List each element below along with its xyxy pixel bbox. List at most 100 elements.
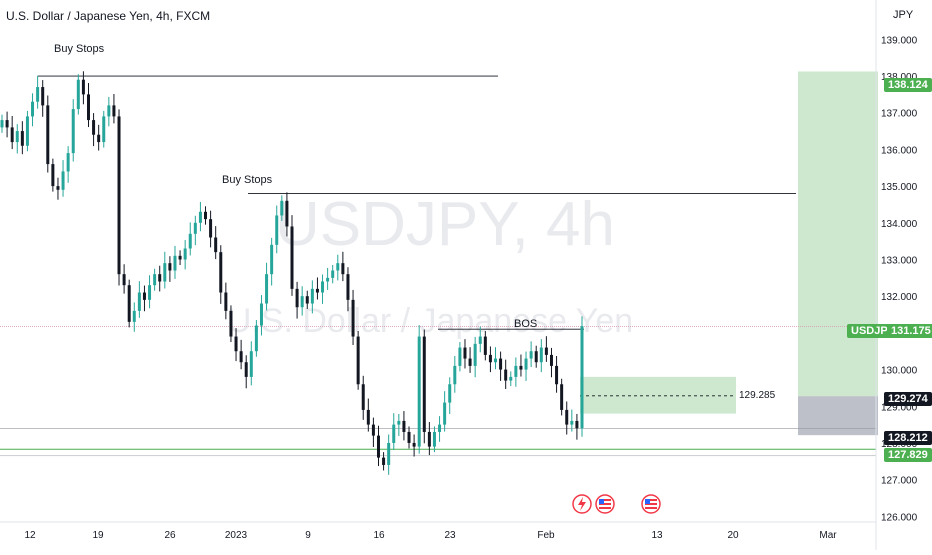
candle-body (204, 211, 208, 220)
support-price-badge[interactable]: 127.829 (884, 448, 932, 462)
y-tick-label: 130.000 (881, 366, 918, 377)
candle-body (356, 336, 360, 385)
candle-body (107, 105, 111, 117)
candle-body (331, 270, 335, 278)
candle-body (122, 274, 126, 286)
watermark-name: U.S. Dollar / Japanese Yen (227, 302, 633, 340)
candle-body (310, 288, 314, 304)
candle-body (224, 292, 228, 311)
candle-body (0, 120, 4, 128)
candle-body (66, 153, 70, 172)
candles (0, 71, 584, 475)
candle-body (326, 277, 330, 282)
current-price-badge[interactable]: 131.175 (887, 324, 932, 338)
candle-body (422, 336, 426, 432)
candle-body (97, 134, 101, 143)
zone-stop (798, 396, 878, 436)
candle-body (270, 244, 274, 275)
candle-body (539, 347, 543, 363)
target-price-badge[interactable]: 138.124 (884, 78, 932, 92)
candle-body (514, 365, 518, 377)
candle-body (458, 347, 462, 366)
candle-body (494, 358, 498, 363)
chart-title: U.S. Dollar / Japanese Yen, 4h, FXCM (6, 9, 211, 23)
candle-body (549, 354, 553, 366)
candle-body (483, 336, 487, 355)
candle-body (36, 87, 40, 102)
candle-body (15, 131, 19, 143)
x-tick-label: 13 (651, 530, 663, 541)
candle-body (361, 384, 365, 410)
candle-body (209, 219, 213, 238)
candle-body (173, 255, 177, 271)
candle-body (570, 420, 574, 425)
candle-body (412, 442, 416, 447)
candle-body (321, 281, 325, 293)
candle-body (463, 347, 467, 359)
lightning-icon[interactable] (572, 494, 592, 514)
y-tick-label: 139.000 (881, 35, 918, 46)
candle-body (580, 326, 584, 429)
x-axis[interactable]: 12 19 26 2023 9 16 23 Feb 13 20 Mar (0, 521, 876, 541)
y-tick-label: 138.000 (881, 72, 918, 83)
candle-body (112, 105, 116, 117)
y-tick-label: 134.000 (881, 219, 918, 230)
zone-demand (580, 376, 736, 414)
watermark: USDJPY, 4h U.S. Dollar / Japanese Yen (227, 190, 633, 340)
candle-body (81, 79, 85, 95)
candle-body (46, 105, 50, 165)
candle-body (219, 252, 223, 293)
candle-body (499, 358, 503, 370)
candle-body (336, 263, 340, 271)
x-tick-label: 9 (305, 530, 311, 541)
entry-price-badge[interactable]: 129.274 (884, 392, 932, 406)
candle-body (473, 343, 477, 366)
candle-body (468, 358, 472, 366)
watermark-symbol: USDJPY, 4h (275, 190, 615, 259)
bos-label: BOS (514, 318, 537, 330)
candle-body (300, 296, 304, 308)
candle-body (10, 127, 14, 143)
candle-body (544, 347, 548, 355)
candle-body (148, 285, 152, 300)
candle-body (214, 237, 218, 253)
zone-target (798, 71, 878, 397)
candle-body (198, 211, 202, 223)
candle-body (259, 303, 263, 326)
zone-mid-label: 129.285 (739, 390, 776, 401)
candle-body (244, 362, 248, 377)
candle-body (178, 255, 182, 260)
candle-body (71, 109, 75, 154)
buy-stops-label-2: Buy Stops (222, 174, 273, 186)
us-flag-icon[interactable] (641, 494, 661, 514)
candle-body (132, 310, 136, 322)
us-flag-icon[interactable] (595, 494, 615, 514)
x-tick-label: 12 (24, 530, 36, 541)
symbol-tag-badge[interactable]: USDJPY (847, 324, 900, 338)
stop-price-badge[interactable]: 128.212 (884, 431, 932, 445)
y-tick-label: 133.000 (881, 255, 918, 266)
candle-body (402, 420, 406, 432)
candle-body (183, 248, 187, 260)
candle-body (193, 222, 197, 234)
x-tick-label: 20 (727, 530, 739, 541)
currency-label: JPY (893, 9, 914, 21)
candle-body (61, 171, 65, 190)
candle-body (229, 310, 233, 337)
candle-body (427, 431, 431, 447)
candle-body (529, 351, 533, 359)
candle-body (371, 424, 375, 436)
candle-body (555, 365, 559, 385)
x-tick-label: Feb (537, 530, 555, 541)
candle-body (376, 435, 380, 458)
candle-body (5, 120, 9, 128)
candle-body (168, 263, 172, 271)
candle-body (25, 116, 29, 146)
candle-body (20, 131, 24, 146)
candle-body (453, 365, 457, 385)
candle-body (280, 200, 284, 216)
candle-body (295, 288, 299, 308)
candle-body (524, 358, 528, 370)
candle-body (234, 336, 238, 352)
